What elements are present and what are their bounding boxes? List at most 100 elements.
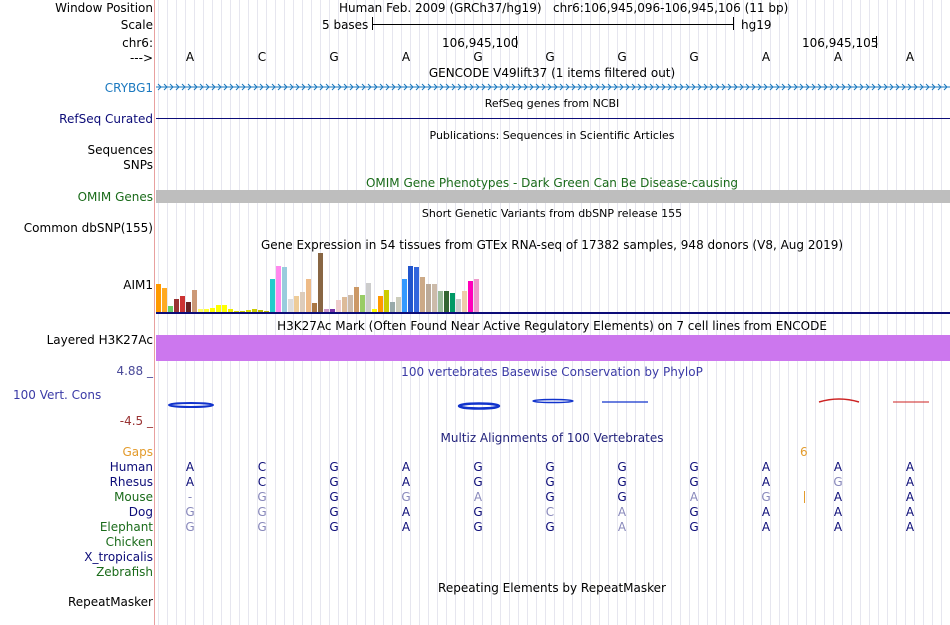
gtex-tissue-bar[interactable] — [402, 279, 407, 313]
gtex-tissue-bar[interactable] — [378, 296, 383, 313]
phylop-conservation-plot[interactable] — [156, 395, 950, 411]
gtex-tissue-bar[interactable] — [372, 309, 377, 313]
species-label[interactable]: Chicken — [105, 535, 153, 549]
h3k27ac-signal[interactable] — [156, 335, 950, 361]
gtex-tissue-bar[interactable] — [270, 279, 275, 313]
crybg1-gene-model[interactable] — [156, 80, 950, 94]
gencode-track-title[interactable]: GENCODE V49lift37 (1 items filtered out) — [428, 66, 676, 80]
gtex-tissue-bar[interactable] — [474, 279, 479, 313]
gtex-tissue-bar[interactable] — [156, 284, 161, 313]
omim-track-title[interactable]: OMIM Gene Phenotypes - Dark Green Can Be… — [365, 176, 739, 190]
gtex-tissue-bar[interactable] — [426, 284, 431, 313]
gtex-tissue-bar[interactable] — [324, 309, 329, 313]
gtex-tissue-bar[interactable] — [366, 283, 371, 313]
gtex-tissue-bar[interactable] — [222, 305, 227, 313]
phylop-track-title[interactable]: 100 vertebrates Basewise Conservation by… — [401, 365, 703, 379]
gtex-tissue-bar[interactable] — [438, 291, 443, 313]
phylop-label[interactable]: 100 Vert. Cons — [13, 388, 102, 402]
gtex-tissue-bar[interactable] — [198, 309, 203, 313]
gtex-tissue-bar[interactable] — [390, 302, 395, 313]
gtex-tissue-bar[interactable] — [288, 299, 293, 313]
gtex-tissue-bar[interactable] — [216, 305, 221, 313]
gtex-tissue-bar[interactable] — [330, 309, 335, 313]
gtex-tissue-bar[interactable] — [252, 309, 257, 313]
strand-chevron — [889, 83, 894, 91]
gtex-tissue-bar[interactable] — [276, 266, 281, 313]
strand-chevron — [211, 83, 216, 91]
species-label[interactable]: Elephant — [99, 520, 153, 534]
refseq-track-title[interactable]: RefSeq genes from NCBI — [484, 97, 620, 110]
gtex-tissue-bar[interactable] — [258, 310, 263, 313]
gtex-tissue-bar[interactable] — [186, 302, 191, 313]
gtex-tissue-bar[interactable] — [420, 277, 425, 313]
species-label[interactable]: Mouse — [114, 490, 153, 504]
reference-base: A — [833, 50, 843, 64]
omim-genes-label[interactable]: OMIM Genes — [77, 190, 153, 204]
reference-base: G — [545, 50, 555, 64]
publications-snps-label[interactable]: SNPs — [123, 158, 153, 172]
omim-gene-feature[interactable] — [156, 190, 950, 203]
strand-chevron — [487, 83, 492, 91]
gtex-tissue-bar[interactable] — [348, 295, 353, 313]
gtex-tissue-bar[interactable] — [300, 292, 305, 313]
aligned-base: A — [761, 520, 771, 534]
refseq-gene-line[interactable] — [156, 118, 950, 119]
gtex-tissue-bar[interactable] — [192, 290, 197, 313]
h3k27ac-label[interactable]: Layered H3K27Ac — [46, 333, 153, 347]
gtex-tissue-bar[interactable] — [336, 300, 341, 313]
gtex-tissue-bar[interactable] — [414, 267, 419, 313]
dbsnp-label[interactable]: Common dbSNP(155) — [23, 221, 153, 235]
gtex-tissue-bar[interactable] — [174, 299, 179, 313]
gtex-tissue-bar[interactable] — [282, 267, 287, 313]
gtex-tissue-bar[interactable] — [228, 309, 233, 313]
gtex-expression-chart[interactable] — [156, 253, 536, 313]
gtex-tissue-bar[interactable] — [444, 291, 449, 313]
repeatmasker-track-title[interactable]: Repeating Elements by RepeatMasker — [438, 581, 666, 595]
species-label[interactable]: Human — [109, 460, 153, 474]
refseq-curated-label[interactable]: RefSeq Curated — [59, 112, 153, 126]
gtex-tissue-bar[interactable] — [384, 290, 389, 313]
gtex-tissue-bar[interactable] — [432, 284, 437, 313]
strand-chevron — [601, 83, 606, 91]
strand-chevron — [775, 83, 780, 91]
gtex-tissue-bar[interactable] — [396, 297, 401, 313]
aligned-base: G — [689, 520, 699, 534]
species-label[interactable]: Dog — [128, 505, 153, 519]
gtex-tissue-bar[interactable] — [162, 288, 167, 313]
gtex-tissue-bar[interactable] — [468, 281, 473, 313]
strand-chevron — [469, 83, 474, 91]
gtex-tissue-bar[interactable] — [294, 296, 299, 313]
gtex-tissue-bar[interactable] — [168, 306, 173, 313]
gtex-tissue-bar[interactable] — [312, 303, 317, 313]
repeatmasker-label[interactable]: RepeatMasker — [67, 595, 153, 609]
gtex-tissue-bar[interactable] — [180, 296, 185, 313]
species-label[interactable]: Rhesus — [109, 475, 153, 489]
aligned-base: G — [185, 520, 195, 534]
publications-sequences-label[interactable]: Sequences — [87, 143, 153, 157]
gtex-gene-label[interactable]: AIM1 — [123, 278, 153, 292]
gtex-tissue-bar[interactable] — [354, 287, 359, 313]
species-label[interactable]: X_tropicalis — [84, 550, 153, 564]
gtex-tissue-bar[interactable] — [360, 295, 365, 313]
gtex-tissue-bar[interactable] — [204, 309, 209, 313]
gtex-tissue-bar[interactable] — [318, 253, 323, 313]
gtex-tissue-bar[interactable] — [462, 291, 467, 313]
gtex-tissue-bar[interactable] — [450, 293, 455, 313]
aligned-base: G — [545, 460, 555, 474]
gtex-tissue-bar[interactable] — [408, 266, 413, 313]
gtex-tissue-bar[interactable] — [210, 308, 215, 313]
gene-label-crybg1[interactable]: CRYBG1 — [104, 81, 153, 95]
multiz-track-title[interactable]: Multiz Alignments of 100 Vertebrates — [440, 431, 664, 445]
publications-track-title[interactable]: Publications: Sequences in Scientific Ar… — [429, 129, 675, 142]
gtex-track-title[interactable]: Gene Expression in 54 tissues from GTEx … — [260, 238, 844, 252]
gtex-tissue-bar[interactable] — [246, 310, 251, 313]
strand-chevron — [283, 83, 288, 91]
gtex-tissue-bar[interactable] — [306, 279, 311, 313]
species-label[interactable]: Zebrafish — [96, 565, 153, 579]
strand-chevron — [523, 83, 528, 91]
dbsnp-track-title[interactable]: Short Genetic Variants from dbSNP releas… — [421, 207, 683, 220]
h3k27ac-track-title[interactable]: H3K27Ac Mark (Often Found Near Active Re… — [277, 319, 827, 333]
gtex-tissue-bar[interactable] — [342, 297, 347, 313]
gtex-tissue-bar[interactable] — [456, 299, 461, 313]
